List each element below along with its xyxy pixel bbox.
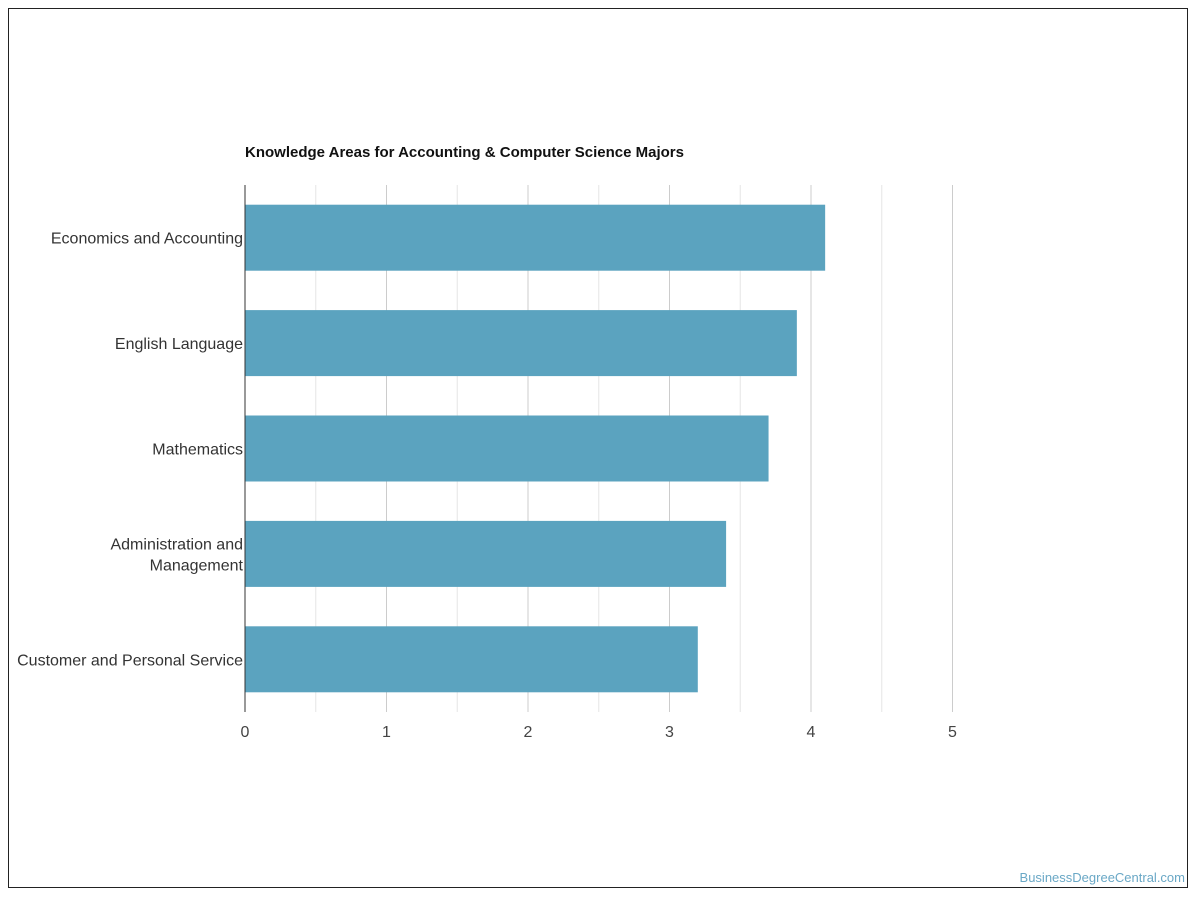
category-label: Economics and Accounting: [51, 231, 243, 248]
x-tick-label: 4: [807, 724, 816, 741]
bar: [245, 310, 797, 377]
bars: [245, 204, 826, 693]
bar: [245, 626, 698, 693]
bar: [245, 415, 769, 482]
chart-title: Knowledge Areas for Accounting & Compute…: [245, 144, 684, 161]
x-tick-label: 5: [948, 724, 957, 741]
axes: Economics and Accounting English Language…: [17, 185, 957, 741]
watermark: BusinessDegreeCentral.com: [1019, 870, 1185, 885]
category-label: Customer and Personal Service: [17, 652, 243, 669]
category-label: English Language: [115, 336, 243, 353]
x-tick-label: 2: [524, 724, 533, 741]
category-label: Mathematics: [152, 442, 243, 459]
bar: [245, 520, 727, 587]
x-tick-label: 1: [382, 724, 391, 741]
category-label: Administration and: [110, 536, 243, 553]
x-tick-label: 0: [241, 724, 250, 741]
x-tick-label: 3: [665, 724, 674, 741]
grid-lines: [315, 185, 953, 712]
category-label: Management: [150, 557, 244, 574]
bar: [245, 204, 826, 271]
